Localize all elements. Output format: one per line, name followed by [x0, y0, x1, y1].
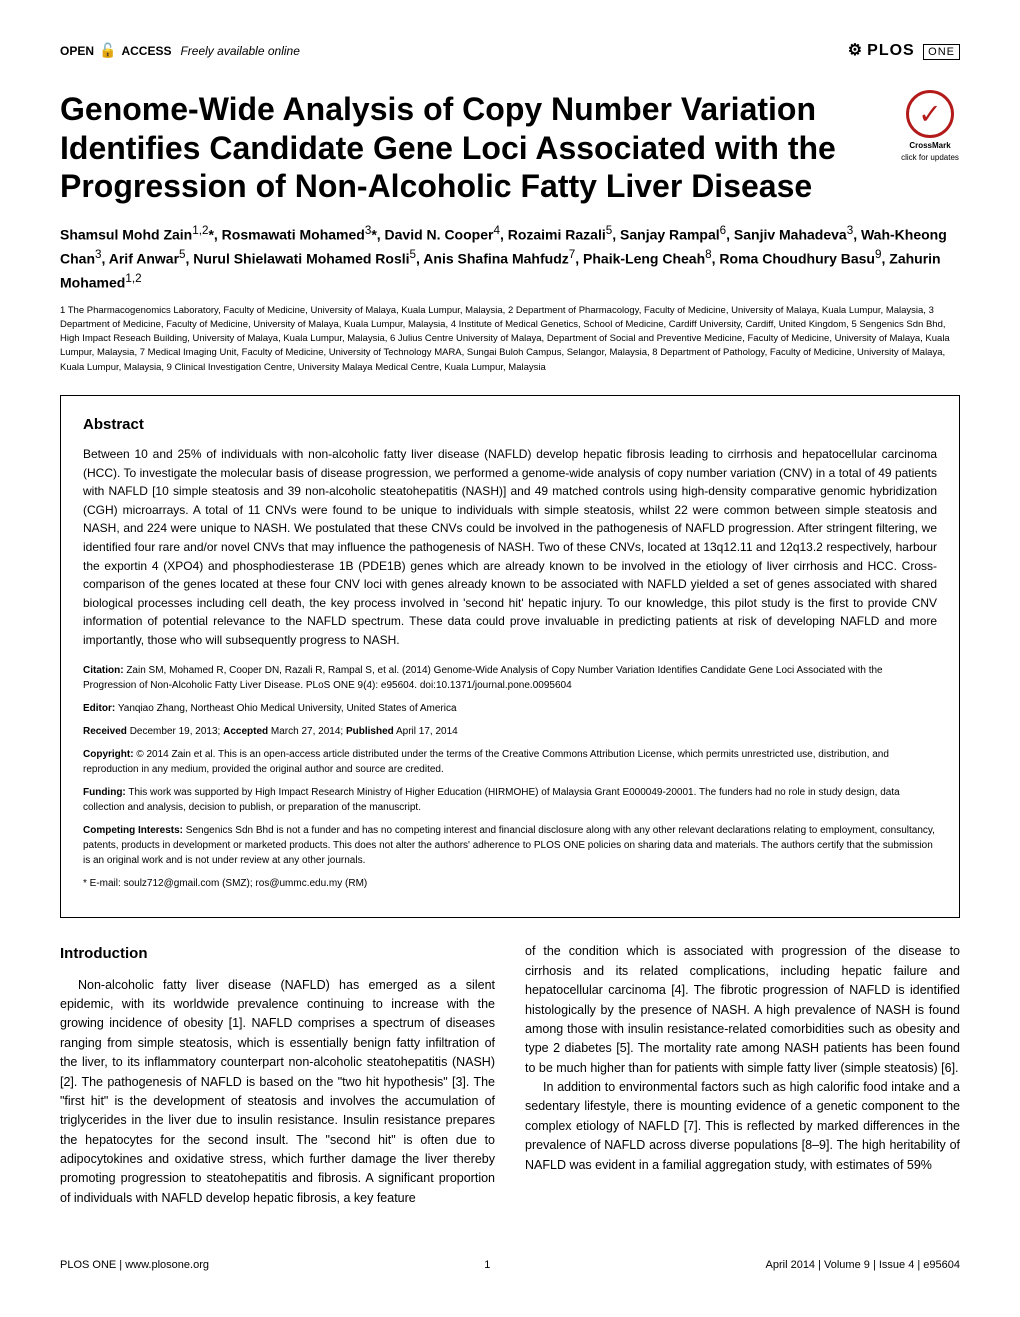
footer-page-number: 1 — [484, 1258, 490, 1273]
competing-line: Competing Interests: Sengenics Sdn Bhd i… — [83, 823, 937, 868]
intro-heading: Introduction — [60, 942, 495, 965]
affiliations: 1 The Pharmacogenomics Laboratory, Facul… — [60, 304, 960, 375]
citation-line: Citation: Zain SM, Mohamed R, Cooper DN,… — [83, 663, 937, 693]
page-footer: PLOS ONE | www.plosone.org 1 April 2014 … — [60, 1248, 960, 1273]
plos-brand: PLOS — [867, 42, 915, 59]
email-text: soulz712@gmail.com (SMZ); ros@ummc.edu.m… — [124, 878, 368, 889]
editor-label: Editor: — [83, 703, 115, 714]
crossmark-sub: click for updates — [900, 152, 960, 163]
editor-text: Yanqiao Zhang, Northeast Ohio Medical Un… — [118, 703, 457, 714]
competing-text: Sengenics Sdn Bhd is not a funder and ha… — [83, 825, 935, 866]
accepted-date: March 27, 2014; — [271, 726, 343, 737]
access-label: ACCESS — [121, 43, 171, 60]
funding-line: Funding: This work was supported by High… — [83, 785, 937, 815]
copyright-line: Copyright: © 2014 Zain et al. This is an… — [83, 747, 937, 777]
right-column: of the condition which is associated wit… — [525, 942, 960, 1208]
journal-logo: ⚙PLOS ONE — [848, 40, 960, 62]
citation-text: Zain SM, Mohamed R, Cooper DN, Razali R,… — [83, 665, 883, 691]
footer-left: PLOS ONE | www.plosone.org — [60, 1258, 209, 1273]
published-label: Published — [346, 726, 394, 737]
lock-icon: 🔓 — [99, 41, 116, 61]
title-row: Genome-Wide Analysis of Copy Number Vari… — [60, 90, 960, 221]
body-columns: Introduction Non-alcoholic fatty liver d… — [60, 942, 960, 1208]
crossmark-icon — [906, 90, 954, 138]
authors-list: Shamsul Mohd Zain1,2*, Rosmawati Mohamed… — [60, 222, 960, 294]
funding-text: This work was supported by High Impact R… — [83, 787, 900, 813]
copyright-label: Copyright: — [83, 749, 134, 760]
freely-available: Freely available online — [180, 43, 299, 60]
left-column: Introduction Non-alcoholic fatty liver d… — [60, 942, 495, 1208]
crossmark-label: CrossMark — [900, 140, 960, 151]
funding-label: Funding: — [83, 787, 126, 798]
article-title: Genome-Wide Analysis of Copy Number Vari… — [60, 90, 880, 205]
intro-para-1: Non-alcoholic fatty liver disease (NAFLD… — [60, 976, 495, 1209]
intro-para-2: of the condition which is associated wit… — [525, 942, 960, 1078]
published-date: April 17, 2014 — [396, 726, 458, 737]
open-label: OPEN — [60, 43, 94, 60]
abstract-text: Between 10 and 25% of individuals with n… — [83, 445, 937, 650]
journal-name: ONE — [923, 44, 960, 60]
competing-label: Competing Interests: — [83, 825, 183, 836]
gear-icon: ⚙ — [848, 42, 863, 59]
email-label: * E-mail: — [83, 878, 121, 889]
intro-para-3: In addition to environmental factors suc… — [525, 1078, 960, 1175]
footer-right: April 2014 | Volume 9 | Issue 4 | e95604 — [766, 1258, 960, 1273]
abstract-box: Abstract Between 10 and 25% of individua… — [60, 395, 960, 919]
page-header: OPEN 🔓 ACCESS Freely available online ⚙P… — [60, 40, 960, 70]
copyright-text: © 2014 Zain et al. This is an open-acces… — [83, 749, 889, 775]
email-line: * E-mail: soulz712@gmail.com (SMZ); ros@… — [83, 876, 937, 891]
received-label: Received — [83, 726, 127, 737]
open-access-badge: OPEN 🔓 ACCESS Freely available online — [60, 41, 300, 61]
abstract-heading: Abstract — [83, 414, 937, 435]
editor-line: Editor: Yanqiao Zhang, Northeast Ohio Me… — [83, 701, 937, 716]
dates-line: Received December 19, 2013; Accepted Mar… — [83, 724, 937, 739]
received-date: December 19, 2013; — [130, 726, 221, 737]
citation-label: Citation: — [83, 665, 124, 676]
crossmark-badge[interactable]: CrossMark click for updates — [900, 90, 960, 150]
accepted-label: Accepted — [223, 726, 268, 737]
